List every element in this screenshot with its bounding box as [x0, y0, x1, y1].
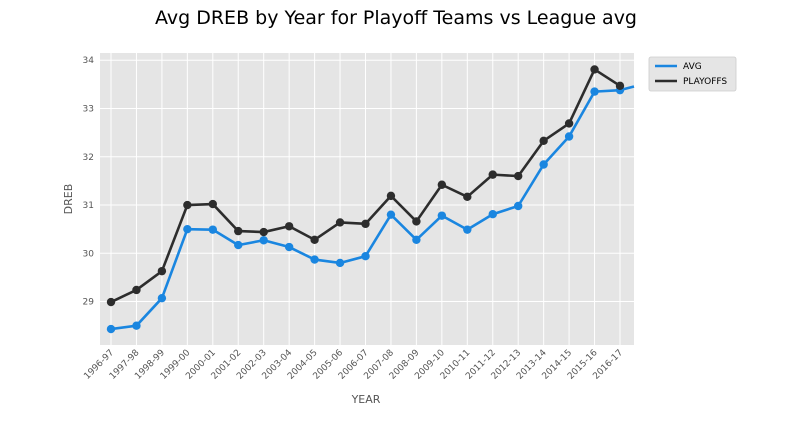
y-axis-ticks: 29 30 31 32 33 34 [83, 56, 95, 307]
series-layer [106, 65, 635, 334]
data-point-avg [310, 255, 319, 264]
data-point-playoffs [412, 217, 421, 226]
y-tick-label: 32 [83, 153, 94, 163]
y-tick-label: 34 [83, 56, 95, 66]
data-point-playoffs [284, 222, 294, 231]
data-point-playoffs [386, 191, 396, 201]
y-tick-label: 29 [83, 298, 95, 308]
y-axis-label: DREB [62, 184, 75, 215]
data-point-avg [259, 236, 268, 245]
data-point-playoffs [310, 235, 319, 244]
series-line-avg [110, 85, 635, 331]
data-point-avg [106, 324, 116, 334]
data-point-avg [132, 321, 141, 330]
data-point-playoffs [590, 65, 599, 74]
data-point-playoffs [157, 266, 167, 276]
data-point-playoffs [132, 285, 141, 295]
data-point-playoffs [463, 192, 472, 202]
data-point-avg [590, 87, 599, 96]
x-axis-label: YEAR [351, 393, 381, 406]
y-tick-label: 31 [83, 201, 94, 211]
data-point-avg [412, 235, 421, 244]
data-point-avg [361, 251, 370, 261]
chart-title: Avg DREB by Year for Playoff Teams vs Le… [155, 7, 637, 29]
data-point-playoffs [234, 226, 243, 236]
data-point-avg [157, 293, 167, 303]
data-point-avg [488, 210, 497, 219]
data-point-playoffs [183, 200, 192, 210]
legend-label-avg: AVG [683, 62, 702, 72]
legend-label-playoffs: PLAYOFFS [683, 77, 727, 87]
data-point-avg [386, 210, 396, 219]
data-point-avg [335, 258, 345, 268]
data-point-avg [284, 242, 294, 252]
data-point-playoffs [437, 180, 447, 189]
legend: AVG PLAYOFFS [648, 56, 737, 92]
data-point-playoffs [208, 199, 217, 209]
data-point-playoffs [514, 171, 523, 181]
data-point-playoffs [106, 297, 116, 307]
data-point-avg [208, 225, 217, 234]
data-point-avg [514, 201, 523, 211]
data-point-playoffs [361, 219, 370, 229]
data-point-avg [234, 240, 243, 250]
data-point-avg [564, 132, 574, 141]
data-point-playoffs [564, 119, 574, 128]
x-axis-ticks: 1996-971997-981998-991999-002000-012001-… [82, 348, 625, 382]
data-point-playoffs [615, 81, 625, 91]
plot-area [100, 53, 634, 345]
data-point-playoffs [335, 218, 345, 227]
data-point-playoffs [259, 227, 268, 237]
data-point-avg [437, 211, 447, 220]
data-point-avg [539, 160, 548, 169]
y-tick-label: 30 [83, 249, 95, 259]
series-playoffs [106, 65, 625, 307]
data-point-avg [183, 224, 192, 234]
data-point-avg [463, 225, 472, 234]
y-tick-label: 33 [83, 105, 94, 115]
data-point-playoffs [488, 170, 497, 179]
series-avg [106, 85, 635, 334]
data-point-playoffs [539, 136, 548, 146]
